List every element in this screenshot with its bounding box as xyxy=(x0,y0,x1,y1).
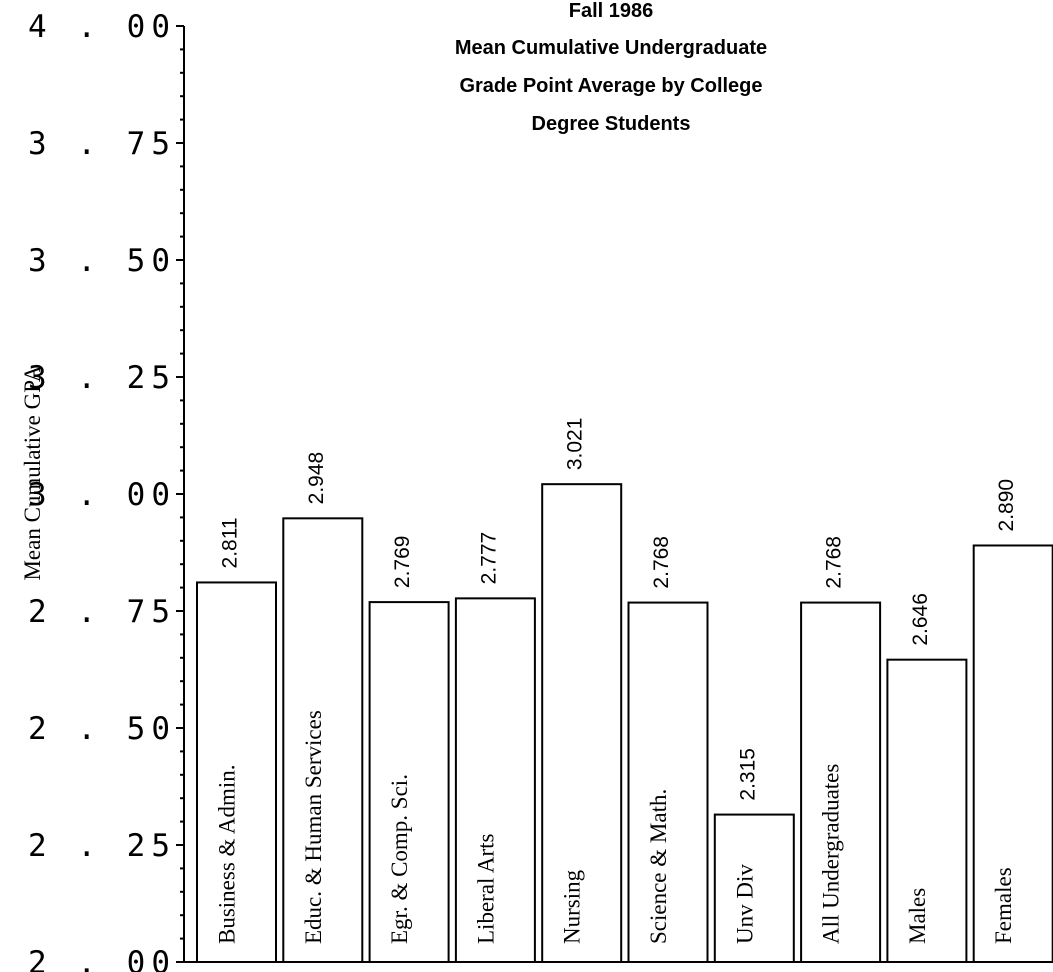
value-label: 2.646 xyxy=(909,593,932,646)
y-tick-label: 3 . 00 xyxy=(28,477,176,513)
y-tick-label: 4 . 00 xyxy=(28,9,176,45)
value-label: 2.768 xyxy=(650,536,673,589)
value-label: 2.890 xyxy=(995,479,1018,532)
value-label: 2.811 xyxy=(219,517,242,568)
bar xyxy=(886,658,968,963)
y-tick-label: 3 . 25 xyxy=(28,360,176,396)
bar xyxy=(196,581,277,964)
y-tick-label: 2 . 75 xyxy=(28,594,176,630)
title-line-2: Mean Cumulative Undergraduate xyxy=(455,37,767,59)
title-line-3: Grade Point Average by College xyxy=(459,75,762,97)
chart-title: Fall 1986 Mean Cumulative Undergraduate … xyxy=(455,0,767,135)
category-label: Egr. & Comp. Sci. xyxy=(387,774,412,944)
category-label: Males xyxy=(905,888,930,944)
value-label: 3.021 xyxy=(564,418,587,471)
bar xyxy=(800,601,882,963)
value-label: 2.768 xyxy=(823,536,846,589)
bar xyxy=(368,601,450,963)
category-label: Nursing xyxy=(560,869,585,944)
value-label: 2.769 xyxy=(391,536,414,589)
y-axis-label: Mean Cumulative GPA xyxy=(20,365,45,580)
bar xyxy=(282,517,364,963)
bar xyxy=(713,813,795,964)
category-label: Business & Admin. xyxy=(215,764,240,944)
value-label: 2.315 xyxy=(736,748,759,801)
category-label: Science & Math. xyxy=(646,789,671,944)
category-label: Educ. & Human Services xyxy=(301,710,326,944)
y-tick-label: 2 . 50 xyxy=(28,711,176,747)
category-label: Unv Div xyxy=(732,864,757,944)
value-label: 2.777 xyxy=(477,532,500,585)
category-label: Females xyxy=(991,867,1016,944)
category-label: All Undergraduates xyxy=(819,764,844,944)
title-line-1: Fall 1986 xyxy=(569,0,654,22)
y-tick-label: 2 . 25 xyxy=(28,828,176,864)
y-tick-label: 2 . 00 xyxy=(28,945,176,972)
category-label: Liberal Arts xyxy=(473,833,498,944)
y-axis-ticks: 4 . 00 3 . 75 3 . 50 3 . 25 3 . 00 2 . 75 2 . … xyxy=(28,9,184,972)
value-label: 2.948 xyxy=(305,452,328,505)
title-line-4: Degree Students xyxy=(532,113,691,135)
y-tick-label: 3 . 50 xyxy=(28,243,176,279)
y-tick-label: 3 . 75 xyxy=(28,126,176,162)
bars-group: Business & Admin. 2.811 Educ. & Human Serv… xyxy=(184,418,1053,964)
